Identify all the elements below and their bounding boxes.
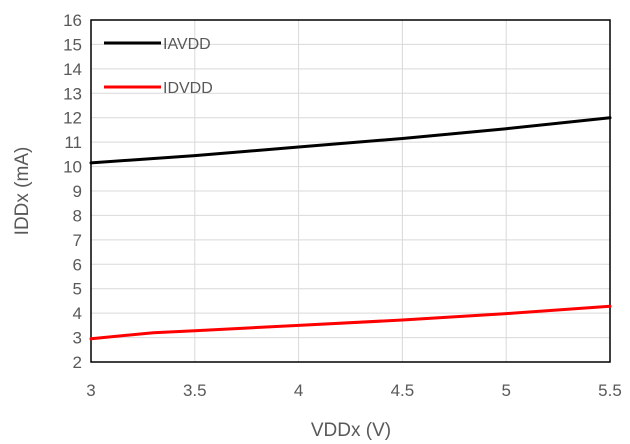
- y-tick-label: 12: [63, 109, 82, 128]
- y-axis-title: IDDx (mA): [12, 147, 33, 236]
- series-line-iavdd: [89, 116, 612, 165]
- y-gridlines: [91, 19, 610, 363]
- x-tick-label: 4: [294, 381, 303, 400]
- y-tick-labels: 2 3 4 5 6 7 8 9 10 11 12 13 14 15 16: [63, 11, 82, 372]
- y-tick-label: 6: [73, 255, 82, 274]
- y-tick-label: 8: [73, 206, 82, 225]
- x-axis-title: VDDx (V): [311, 420, 391, 441]
- y-tick-label: 3: [73, 329, 82, 348]
- y-tick-label: 10: [63, 158, 82, 177]
- x-tick-labels: 3 3.5 4 4.5 5 5.5: [86, 381, 622, 400]
- y-tick-label: 4: [73, 304, 82, 323]
- x-tick-label: 3.5: [183, 381, 207, 400]
- plot-area-frame: [90, 19, 611, 363]
- y-tick-label: 7: [73, 231, 82, 250]
- x-tick-label: 4.5: [391, 381, 415, 400]
- legend: IAVDD IDVDD: [104, 36, 213, 97]
- y-tick-label: 9: [73, 182, 82, 201]
- y-tick-label: 16: [63, 11, 82, 30]
- y-tick-label: 2: [73, 353, 82, 372]
- series-line-idvdd: [89, 304, 612, 341]
- x-tick-label: 3: [86, 381, 95, 400]
- series-lines: [89, 116, 612, 341]
- legend-label-idvdd: IDVDD: [163, 80, 213, 97]
- legend-label-iavdd: IAVDD: [163, 36, 211, 53]
- y-tick-label: 13: [63, 84, 82, 103]
- x-tick-label: 5.5: [598, 381, 622, 400]
- y-tick-label: 11: [64, 133, 82, 152]
- y-tick-label: 14: [63, 60, 82, 79]
- y-tick-label: 15: [63, 35, 82, 54]
- y-tick-label: 5: [73, 280, 82, 299]
- x-tick-label: 5: [501, 381, 510, 400]
